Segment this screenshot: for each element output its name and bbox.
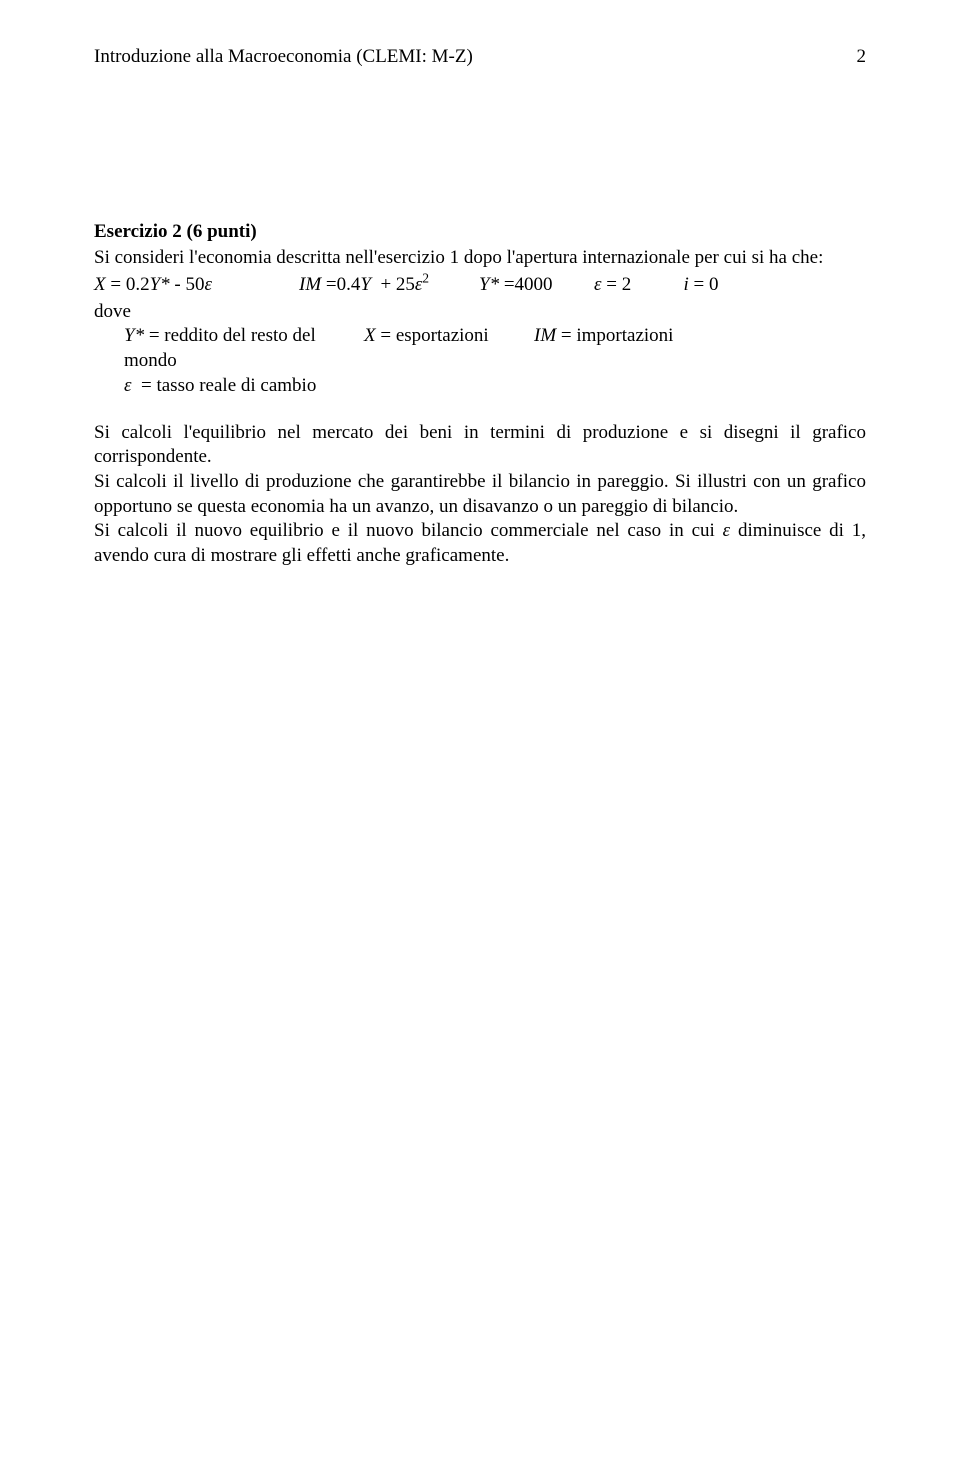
dove-label: dove: [94, 300, 866, 325]
exercise-intro: Si consideri l'economia descritta nell'e…: [94, 246, 866, 271]
header-title: Introduzione alla Macroeconomia (CLEMI: …: [94, 45, 473, 70]
def-ystar: Y* = reddito del resto del mondo: [124, 324, 364, 373]
definitions-block: dove Y* = reddito del resto del mondo X …: [94, 300, 866, 399]
eq-ystar: Y* =4000: [479, 273, 594, 298]
paragraph-3a: Si calcoli il nuovo equilibrio e il nuov…: [94, 520, 723, 541]
paragraph-3: Si calcoli il nuovo equilibrio e il nuov…: [94, 519, 866, 568]
def-eps: ε = tasso reale di cambio: [94, 374, 866, 399]
definition-row-1: Y* = reddito del resto del mondo X = esp…: [94, 324, 866, 373]
eq-im: IM =0.4Y + 25ε2: [299, 273, 479, 298]
page-number: 2: [857, 45, 867, 70]
equation-row: X = 0.2Y* - 50ε IM =0.4Y + 25ε2 Y* =4000…: [94, 273, 866, 298]
eq-eps-i: ε = 2 i = 0: [594, 273, 718, 298]
def-x: X = esportazioni: [364, 324, 534, 373]
eq-x: X = 0.2Y* - 50ε: [94, 273, 299, 298]
paragraph-1: Si calcoli l'equilibrio nel mercato dei …: [94, 421, 866, 470]
exercise-title: Esercizio 2 (6 punti): [94, 220, 866, 245]
page-header: Introduzione alla Macroeconomia (CLEMI: …: [94, 45, 866, 70]
def-im: IM = importazioni: [534, 324, 673, 373]
paragraph-2: Si calcoli il livello di produzione che …: [94, 470, 866, 519]
